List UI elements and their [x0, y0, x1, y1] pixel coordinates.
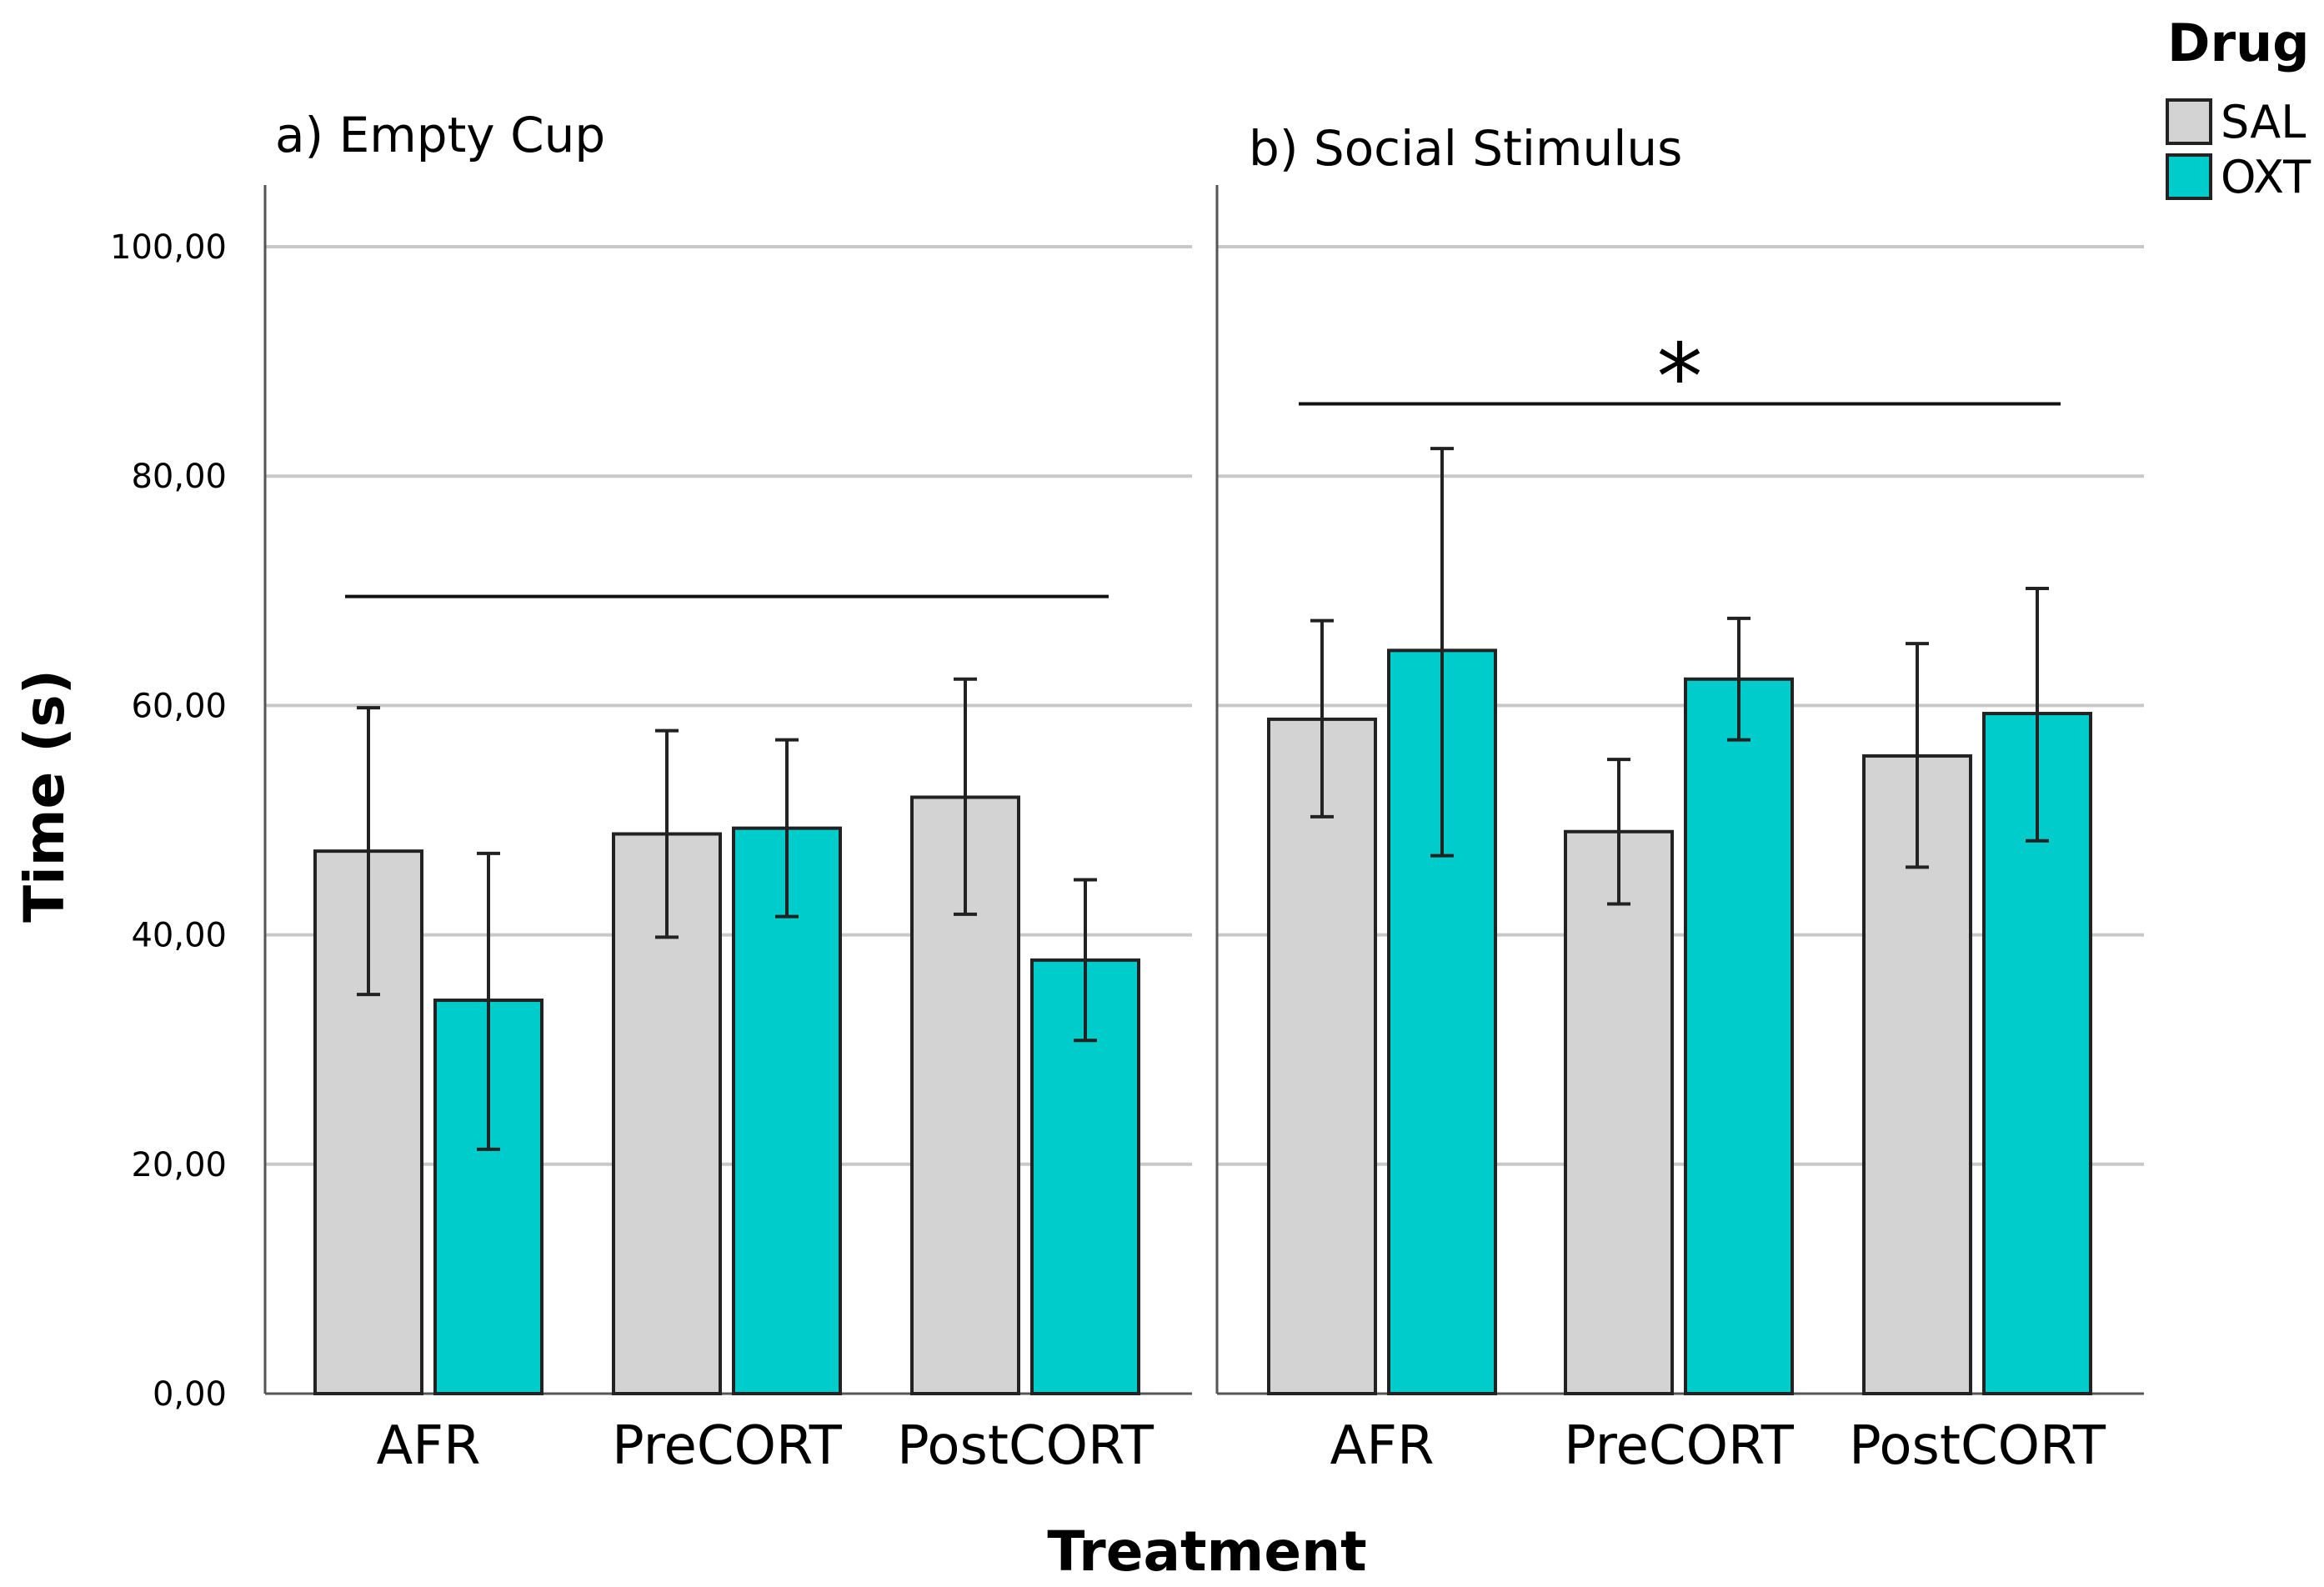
panel-social-stimulus: b) Social Stimulus AFR PreCORT PostCORT *: [1215, 120, 2144, 1477]
x-axis-title: Treatment: [1047, 1519, 1366, 1584]
y-tick-label: 80,00: [131, 458, 227, 496]
legend-label-sal: SAL: [2221, 96, 2306, 148]
x-tick-label: PreCORT: [612, 1415, 843, 1477]
bar-sal-afr: [1267, 717, 1377, 1395]
x-tick-label: PreCORT: [1564, 1415, 1795, 1477]
legend-swatch-sal: [2166, 98, 2212, 145]
y-axis: 0,00 20,00 40,00 60,00 80,00 100,00: [110, 228, 227, 1414]
x-tick-label: PostCORT: [1849, 1415, 2106, 1477]
x-tick-label: AFR: [1330, 1415, 1434, 1477]
y-tick-label: 60,00: [131, 687, 227, 725]
x-tick-label: PostCORT: [897, 1415, 1154, 1477]
significance-star: *: [1657, 324, 1703, 431]
panel-title: b) Social Stimulus: [1249, 120, 1682, 177]
gridlines: [265, 245, 2144, 1166]
legend-swatch-oxt: [2166, 153, 2212, 200]
y-tick-label: 100,00: [110, 228, 227, 267]
y-axis-title: Time (s): [13, 669, 77, 923]
panel-empty-cup: a) Empty Cup AFR PreCORT PostCORT: [263, 107, 1192, 1477]
legend-label-oxt: OXT: [2221, 151, 2311, 203]
y-tick-label: 20,00: [131, 1146, 227, 1184]
legend-title: Drug: [2167, 13, 2310, 73]
y-tick-label: 40,00: [131, 917, 227, 955]
panel-title: a) Empty Cup: [275, 107, 605, 163]
x-tick-label: AFR: [376, 1415, 480, 1477]
y-tick-label: 0,00: [153, 1375, 227, 1414]
bar-oxt-precort: [1684, 677, 1794, 1395]
bar-sal-precort: [1564, 829, 1674, 1395]
